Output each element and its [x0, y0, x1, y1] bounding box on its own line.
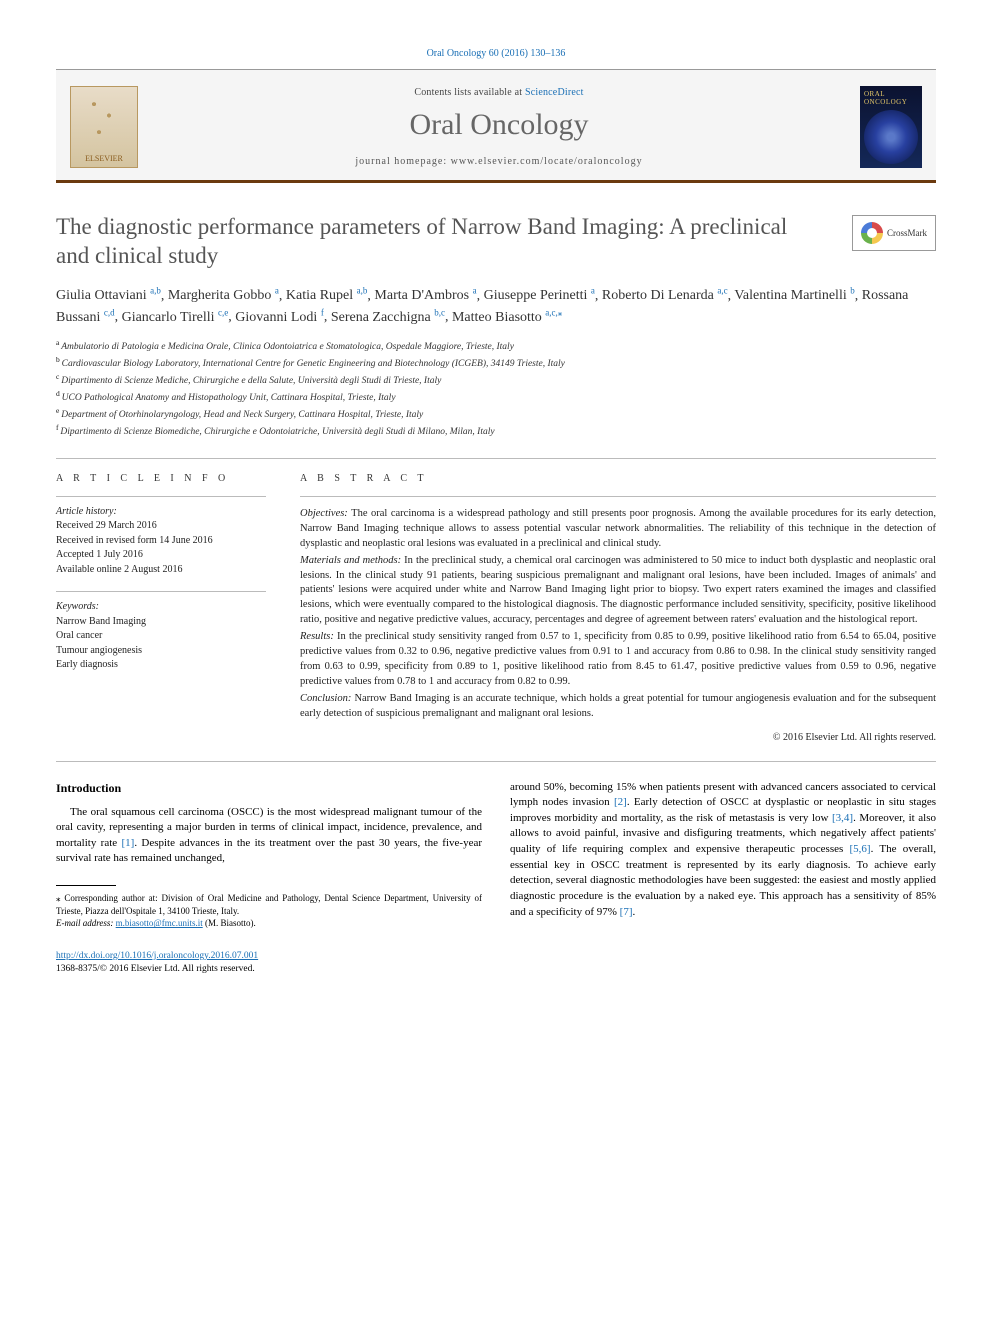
homepage-prefix: journal homepage:: [355, 156, 450, 167]
author: Katia Rupel a,b: [286, 288, 368, 303]
ref-link[interactable]: [7]: [620, 906, 633, 918]
author: Giovanni Lodi f: [235, 310, 324, 325]
article-title: The diagnostic performance parameters of…: [56, 213, 816, 271]
affiliation: b Cardiovascular Biology Laboratory, Int…: [56, 355, 936, 372]
keyword: Narrow Band Imaging: [56, 616, 146, 627]
abstract-rule: [300, 496, 936, 497]
article-info: A R T I C L E I N F O Article history: R…: [56, 473, 266, 743]
keyword: Oral cancer: [56, 630, 102, 641]
intro-paragraph-2: around 50%, becoming 15% when patients p…: [510, 780, 936, 920]
divider: [56, 761, 936, 762]
abs-obj: The oral carcinoma is a widespread patho…: [300, 508, 936, 549]
author-affil-sup: a,c,⁎: [545, 307, 562, 317]
keyword: Tumour angiogenesis: [56, 645, 142, 656]
ref-link[interactable]: [2]: [614, 796, 627, 808]
author: Valentina Martinelli b: [734, 288, 854, 303]
ref-link[interactable]: [5,6]: [850, 843, 871, 855]
journal-cover: ORAL ONCOLOGY: [860, 86, 922, 168]
author: Giulia Ottaviani a,b: [56, 288, 161, 303]
article-info-label: A R T I C L E I N F O: [56, 473, 266, 484]
contents-prefix: Contents lists available at: [414, 87, 525, 98]
abs-h-conc: Conclusion:: [300, 693, 351, 704]
intro-text: .: [632, 906, 635, 918]
abs-conc: Narrow Band Imaging is an accurate techn…: [300, 693, 936, 719]
author: Roberto Di Lenarda a,c: [602, 288, 728, 303]
author-affil-sup: c,e: [218, 307, 228, 317]
author-affil-sup: b,c: [434, 307, 445, 317]
footnote-rule: [56, 885, 116, 886]
affiliation: e Department of Otorhinolaryngology, Hea…: [56, 406, 936, 423]
author-list: Giulia Ottaviani a,b, Margherita Gobbo a…: [56, 285, 936, 329]
abstract-copyright: © 2016 Elsevier Ltd. All rights reserved…: [300, 732, 936, 743]
history-line: Accepted 1 July 2016: [56, 549, 143, 560]
author: Giuseppe Perinetti a: [484, 288, 595, 303]
email-name: (M. Biasotto).: [203, 918, 256, 928]
history-line: Received in revised form 14 June 2016: [56, 535, 213, 546]
abs-h-meth: Materials and methods:: [300, 555, 401, 566]
affiliation-list: a Ambulatorio di Patologia e Medicina Or…: [56, 338, 936, 440]
author-affil-sup: a,c: [717, 286, 727, 296]
header-center: Contents lists available at ScienceDirec…: [152, 87, 846, 167]
journal-name: Oral Oncology: [152, 108, 846, 142]
doi-link[interactable]: http://dx.doi.org/10.1016/j.oraloncology…: [56, 951, 258, 961]
abs-h-obj: Objectives:: [300, 508, 348, 519]
crossmark-icon: [861, 222, 883, 244]
history-line: Received 29 March 2016: [56, 520, 157, 531]
author-affil-sup: a,b: [150, 286, 161, 296]
ref-link[interactable]: [1]: [121, 837, 134, 849]
ref-link[interactable]: [3,4]: [832, 812, 853, 824]
abs-res: In the preclinical study sensitivity ran…: [300, 631, 936, 687]
journal-header: ELSEVIER Contents lists available at Sci…: [56, 69, 936, 183]
affiliation: c Dipartimento di Scienze Mediche, Chiru…: [56, 372, 936, 389]
publisher-logo: ELSEVIER: [70, 86, 138, 168]
abs-h-res: Results:: [300, 631, 334, 642]
contents-line: Contents lists available at ScienceDirec…: [152, 87, 846, 98]
author: Matteo Biasotto a,c,⁎: [452, 310, 562, 325]
publisher-logo-text: ELSEVIER: [85, 154, 123, 163]
homepage-url[interactable]: www.elsevier.com/locate/oraloncology: [451, 156, 643, 167]
sciencedirect-link[interactable]: ScienceDirect: [525, 87, 584, 98]
email-label: E-mail address:: [56, 918, 113, 928]
footnotes: ⁎ Corresponding author at: Division of O…: [56, 892, 482, 930]
abstract: A B S T R A C T Objectives: The oral car…: [300, 473, 936, 743]
corresponding-footnote: ⁎ Corresponding author at: Division of O…: [56, 892, 482, 917]
divider: [56, 458, 936, 459]
history-line: Available online 2 August 2016: [56, 564, 182, 575]
star-icon: ⁎ Corresponding author at:: [56, 893, 161, 903]
intro-paragraph: The oral squamous cell carcinoma (OSCC) …: [56, 805, 482, 867]
abstract-body: Objectives: The oral carcinoma is a wide…: [300, 507, 936, 722]
author: Giancarlo Tirelli c,e: [122, 310, 229, 325]
affiliation: d UCO Pathological Anatomy and Histopath…: [56, 389, 936, 406]
keywords-block: Keywords: Narrow Band Imaging Oral cancer…: [56, 591, 266, 673]
homepage-line: journal homepage: www.elsevier.com/locat…: [152, 156, 846, 167]
author: Serena Zacchigna b,c: [331, 310, 445, 325]
email-footnote: E-mail address: m.biasotto@fmc.units.it …: [56, 917, 482, 930]
bottom-meta: http://dx.doi.org/10.1016/j.oraloncology…: [56, 950, 936, 977]
affiliation: f Dipartimento di Scienze Biomediche, Ch…: [56, 423, 936, 440]
author-affil-sup: a,b: [357, 286, 368, 296]
intro-heading: Introduction: [56, 780, 482, 797]
history-label: Article history:: [56, 506, 117, 517]
history-block: Article history: Received 29 March 2016 R…: [56, 496, 266, 578]
cover-art: [864, 110, 918, 164]
body-columns: Introduction The oral squamous cell carc…: [56, 780, 936, 930]
affiliation: a Ambulatorio di Patologia e Medicina Or…: [56, 338, 936, 355]
author: Margherita Gobbo a: [168, 288, 279, 303]
citation-line: Oral Oncology 60 (2016) 130–136: [56, 48, 936, 59]
abstract-label: A B S T R A C T: [300, 473, 936, 484]
author: Marta D'Ambros a: [374, 288, 476, 303]
keywords-label: Keywords:: [56, 601, 99, 612]
crossmark-badge[interactable]: CrossMark: [852, 215, 936, 251]
author-affil-sup: c,d: [104, 307, 115, 317]
email-link[interactable]: m.biasotto@fmc.units.it: [116, 918, 203, 928]
cover-title: ORAL ONCOLOGY: [864, 90, 918, 106]
crossmark-label: CrossMark: [887, 228, 927, 238]
issn-line: 1368-8375/© 2016 Elsevier Ltd. All right…: [56, 964, 255, 974]
keyword: Early diagnosis: [56, 659, 118, 670]
